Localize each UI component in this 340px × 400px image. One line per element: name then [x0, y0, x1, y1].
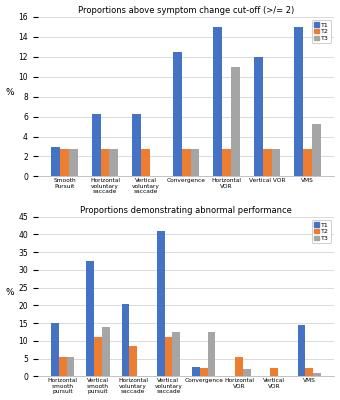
Bar [132, 114, 141, 176]
Bar [109, 148, 118, 176]
Bar [231, 67, 240, 176]
Bar [92, 114, 101, 176]
Bar [51, 323, 59, 376]
Bar [305, 368, 313, 376]
Bar [182, 148, 190, 176]
Bar [60, 148, 69, 176]
Bar [165, 338, 172, 376]
Bar [272, 148, 280, 176]
Bar [207, 332, 215, 376]
Y-axis label: %: % [6, 88, 14, 96]
Bar [173, 52, 182, 176]
Bar [222, 148, 231, 176]
Y-axis label: %: % [5, 288, 14, 296]
Bar [313, 373, 321, 376]
Legend: T1, T2, T3: T1, T2, T3 [311, 20, 331, 44]
Bar [157, 231, 165, 376]
Bar [262, 148, 272, 176]
Bar [59, 357, 67, 376]
Bar [129, 346, 137, 376]
Bar [51, 146, 60, 176]
Bar [101, 148, 109, 176]
Bar [122, 304, 129, 376]
Bar [141, 148, 150, 176]
Bar [190, 148, 200, 176]
Bar [213, 27, 222, 176]
Bar [235, 357, 243, 376]
Bar [303, 148, 312, 176]
Bar [312, 124, 321, 176]
Bar [243, 369, 251, 376]
Bar [200, 368, 207, 376]
Bar [69, 148, 78, 176]
Bar [270, 368, 278, 376]
Bar [86, 261, 94, 376]
Bar [67, 357, 74, 376]
Title: Proportions demonstrating abnormal performance: Proportions demonstrating abnormal perfo… [80, 206, 292, 214]
Bar [192, 366, 200, 376]
Bar [294, 27, 303, 176]
Bar [102, 328, 109, 376]
Bar [172, 332, 180, 376]
Bar [298, 325, 305, 376]
Legend: T1, T2, T3: T1, T2, T3 [311, 220, 331, 244]
Bar [254, 57, 262, 176]
Bar [94, 338, 102, 376]
Title: Proportions above symptom change cut-off (>/= 2): Proportions above symptom change cut-off… [78, 6, 294, 14]
